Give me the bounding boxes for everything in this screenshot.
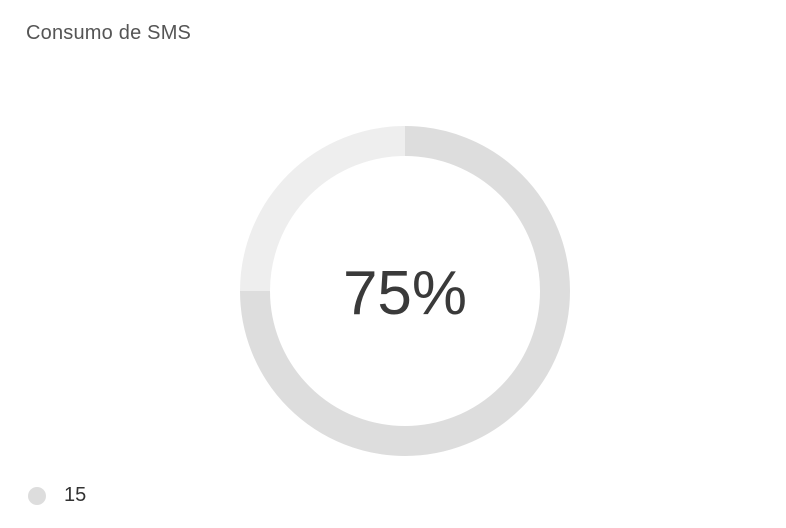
- legend: 15: [28, 484, 86, 507]
- legend-swatch: [28, 486, 46, 505]
- chart-title: Consumo de SMS: [26, 22, 192, 44]
- donut-segment-remaining: [240, 126, 406, 292]
- legend-label: 15: [64, 484, 87, 506]
- donut-segment-consumed: [240, 126, 570, 456]
- donut-center-label: 75%: [342, 258, 468, 328]
